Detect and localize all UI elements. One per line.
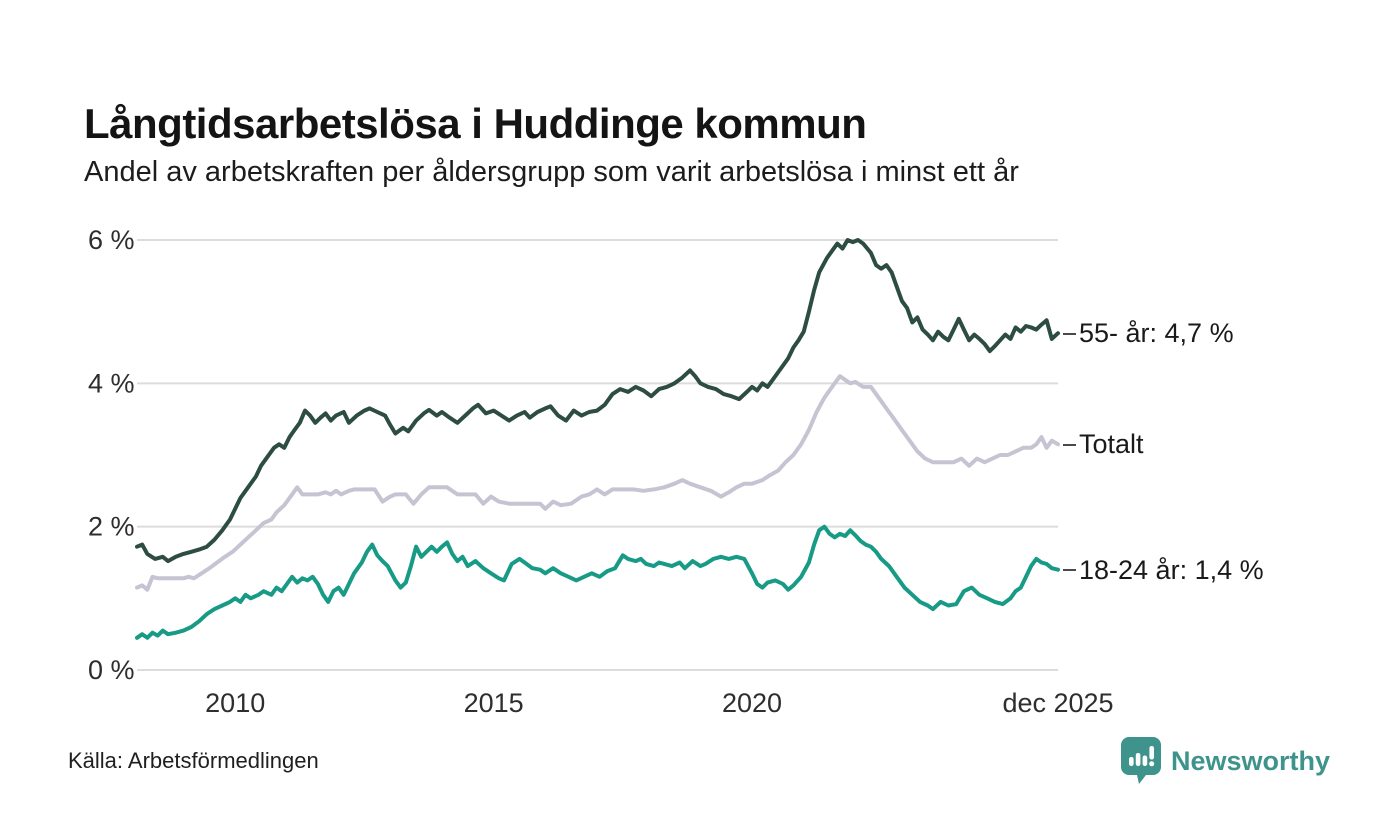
source-note: Källa: Arbetsförmedlingen <box>68 748 319 773</box>
series-line-0 <box>135 238 1060 564</box>
page-title: Långtidsarbetslösa i Huddinge kommun <box>84 100 867 148</box>
series-line-1 <box>135 374 1060 592</box>
series-end-label-55-ar: 55- år: 4,7 % <box>1063 318 1234 349</box>
brand-name: Newsworthy <box>1170 745 1330 776</box>
chart-svg: 0 % 2 % 4 % 6 % 2010 2015 2020 dec 2025 <box>88 225 1114 718</box>
series-end-label-text: Totalt <box>1079 429 1144 460</box>
series-line-2 <box>135 524 1060 640</box>
series-end-label-text: 55- år: 4,7 % <box>1079 318 1234 349</box>
series-end-label-totalt: Totalt <box>1063 429 1144 460</box>
label-tick-dash <box>1063 332 1076 335</box>
label-tick-dash <box>1063 443 1076 446</box>
y-tick-label: 6 % <box>88 225 135 255</box>
chart-area: 0 % 2 % 4 % 6 % 2010 2015 2020 dec 2025 55- år:… <box>0 210 1400 740</box>
newsworthy-logo-icon <box>1120 737 1161 784</box>
label-tick-dash <box>1063 569 1076 572</box>
x-tick-label: 2015 <box>464 688 524 718</box>
chart-subtitle: Andel av arbetskraften per åldersgrupp s… <box>84 156 1019 188</box>
y-tick-label: 0 % <box>88 655 135 685</box>
x-tick-label: 2010 <box>205 688 265 718</box>
y-tick-label: 2 % <box>88 512 135 542</box>
x-tick-label: dec 2025 <box>1002 688 1113 718</box>
y-tick-label: 4 % <box>88 368 135 398</box>
x-tick-label: 2020 <box>722 688 782 718</box>
newsworthy-brand: Newsworthy <box>1120 737 1330 785</box>
series-end-label-18-24-ar: 18-24 år: 1,4 % <box>1063 555 1264 586</box>
series-end-label-text: 18-24 år: 1,4 % <box>1079 554 1264 585</box>
